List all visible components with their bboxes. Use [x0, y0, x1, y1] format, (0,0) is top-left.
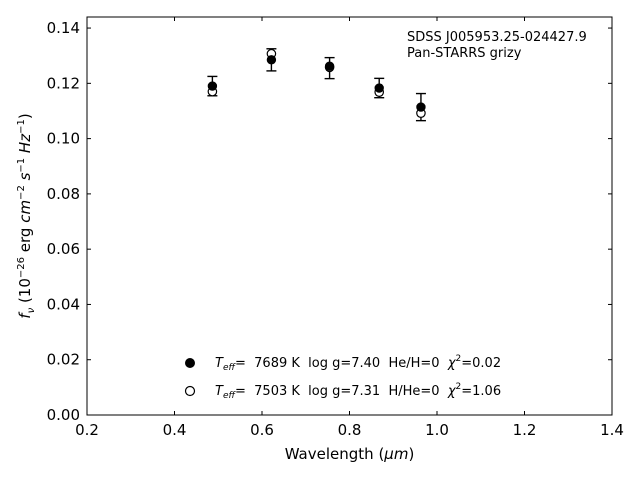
model-1-point	[374, 83, 384, 93]
y-tick-label: 0.00	[47, 406, 80, 424]
y-label-cm: cm	[16, 200, 34, 223]
y-label-open: (10	[16, 278, 34, 308]
x-tick-label: 0.8	[338, 421, 362, 439]
legend-1-chi: χ	[447, 356, 457, 371]
model-1-point	[416, 102, 426, 112]
axes-ticks: 0.2 0.4 0.6 0.8 1.0 1.2 1.4 0.00 0.02 0.04 0.06 0.0…	[47, 17, 624, 439]
x-axis-label: Wavelength (μm)	[285, 445, 415, 463]
y-label-exp-1a: −1	[16, 158, 27, 173]
y-label-nu: ν	[26, 307, 37, 313]
y-tick-label: 0.02	[47, 351, 80, 369]
y-label-close: )	[16, 113, 34, 119]
plot-marks	[207, 48, 426, 122]
x-tick-label: 1.0	[425, 421, 449, 439]
y-tick-label: 0.10	[47, 130, 80, 148]
legend-2-params: = 7503 K log g=7.31 H/He=0	[235, 384, 448, 399]
y-label-hz: Hz	[16, 133, 34, 158]
y-tick-label: 0.14	[47, 19, 80, 37]
plot-frame	[86, 16, 613, 416]
x-tick-label: 0.6	[250, 421, 274, 439]
legend-entry-1: Teff= 7689 K log g=7.40 He/H=0 χ2=0.02	[215, 354, 501, 373]
legend: Teff= 7689 K log g=7.40 He/H=0 χ2=0.02 T…	[184, 354, 501, 401]
annotation-survey-name: Pan-STARRS grizy	[407, 46, 522, 61]
legend-1-t: T	[215, 356, 224, 371]
legend-marker-open	[184, 385, 196, 397]
model-1-point	[207, 81, 218, 91]
model-1-point	[324, 61, 335, 71]
legend-1-params: = 7689 K log g=7.40 He/H=0	[235, 356, 448, 371]
y-tick-label: 0.06	[47, 240, 80, 258]
y-tick-label: 0.12	[47, 74, 80, 92]
y-label-s: s	[16, 172, 34, 185]
y-tick-label: 0.04	[47, 295, 80, 313]
x-tick-label: 0.2	[75, 421, 99, 439]
legend-2-chi: χ	[447, 384, 457, 399]
annotation-object-name: SDSS J005953.25-024427.9	[407, 30, 587, 45]
legend-marker-filled	[185, 358, 195, 368]
legend-1-sub: eff	[223, 363, 237, 373]
x-axis-label-unit: μm	[383, 445, 408, 463]
x-tick-label: 1.2	[513, 421, 537, 439]
x-axis-label-text: Wavelength (	[285, 445, 385, 463]
legend-1-chi-value: =0.02	[461, 356, 501, 371]
x-axis-label-close: )	[408, 445, 414, 463]
legend-entry-2: Teff= 7503 K log g=7.31 H/He=0 χ2=1.06	[215, 382, 501, 401]
x-tick-label: 1.4	[600, 421, 624, 439]
legend-2-sub: eff	[223, 391, 237, 401]
y-label-exp-1b: −1	[16, 119, 27, 134]
y-label-erg: erg	[16, 223, 34, 257]
legend-2-chi-value: =1.06	[461, 384, 501, 399]
legend-1-sup: 2	[456, 354, 462, 364]
legend-2-t: T	[215, 384, 224, 399]
y-axis-label: fν (10−26 erg cm−2 s−1 Hz−1)	[16, 113, 37, 318]
model-1-point	[266, 55, 277, 65]
y-label-exp-2: −2	[16, 185, 27, 200]
legend-2-sup: 2	[456, 382, 462, 392]
y-label-f: f	[16, 311, 34, 319]
y-tick-label: 0.08	[47, 185, 80, 203]
y-label-exp-26: −26	[16, 257, 27, 278]
x-tick-label: 0.4	[163, 421, 187, 439]
